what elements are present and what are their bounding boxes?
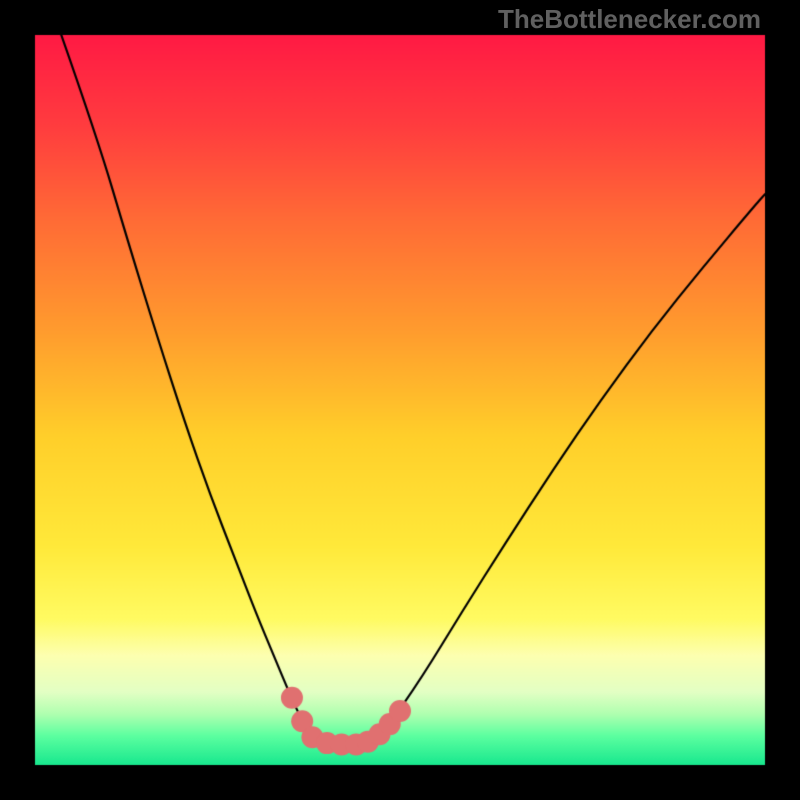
figure-container: TheBottlenecker.com xyxy=(0,0,800,800)
bottleneck-chart-canvas xyxy=(0,0,800,800)
watermark-label: TheBottlenecker.com xyxy=(498,4,761,35)
